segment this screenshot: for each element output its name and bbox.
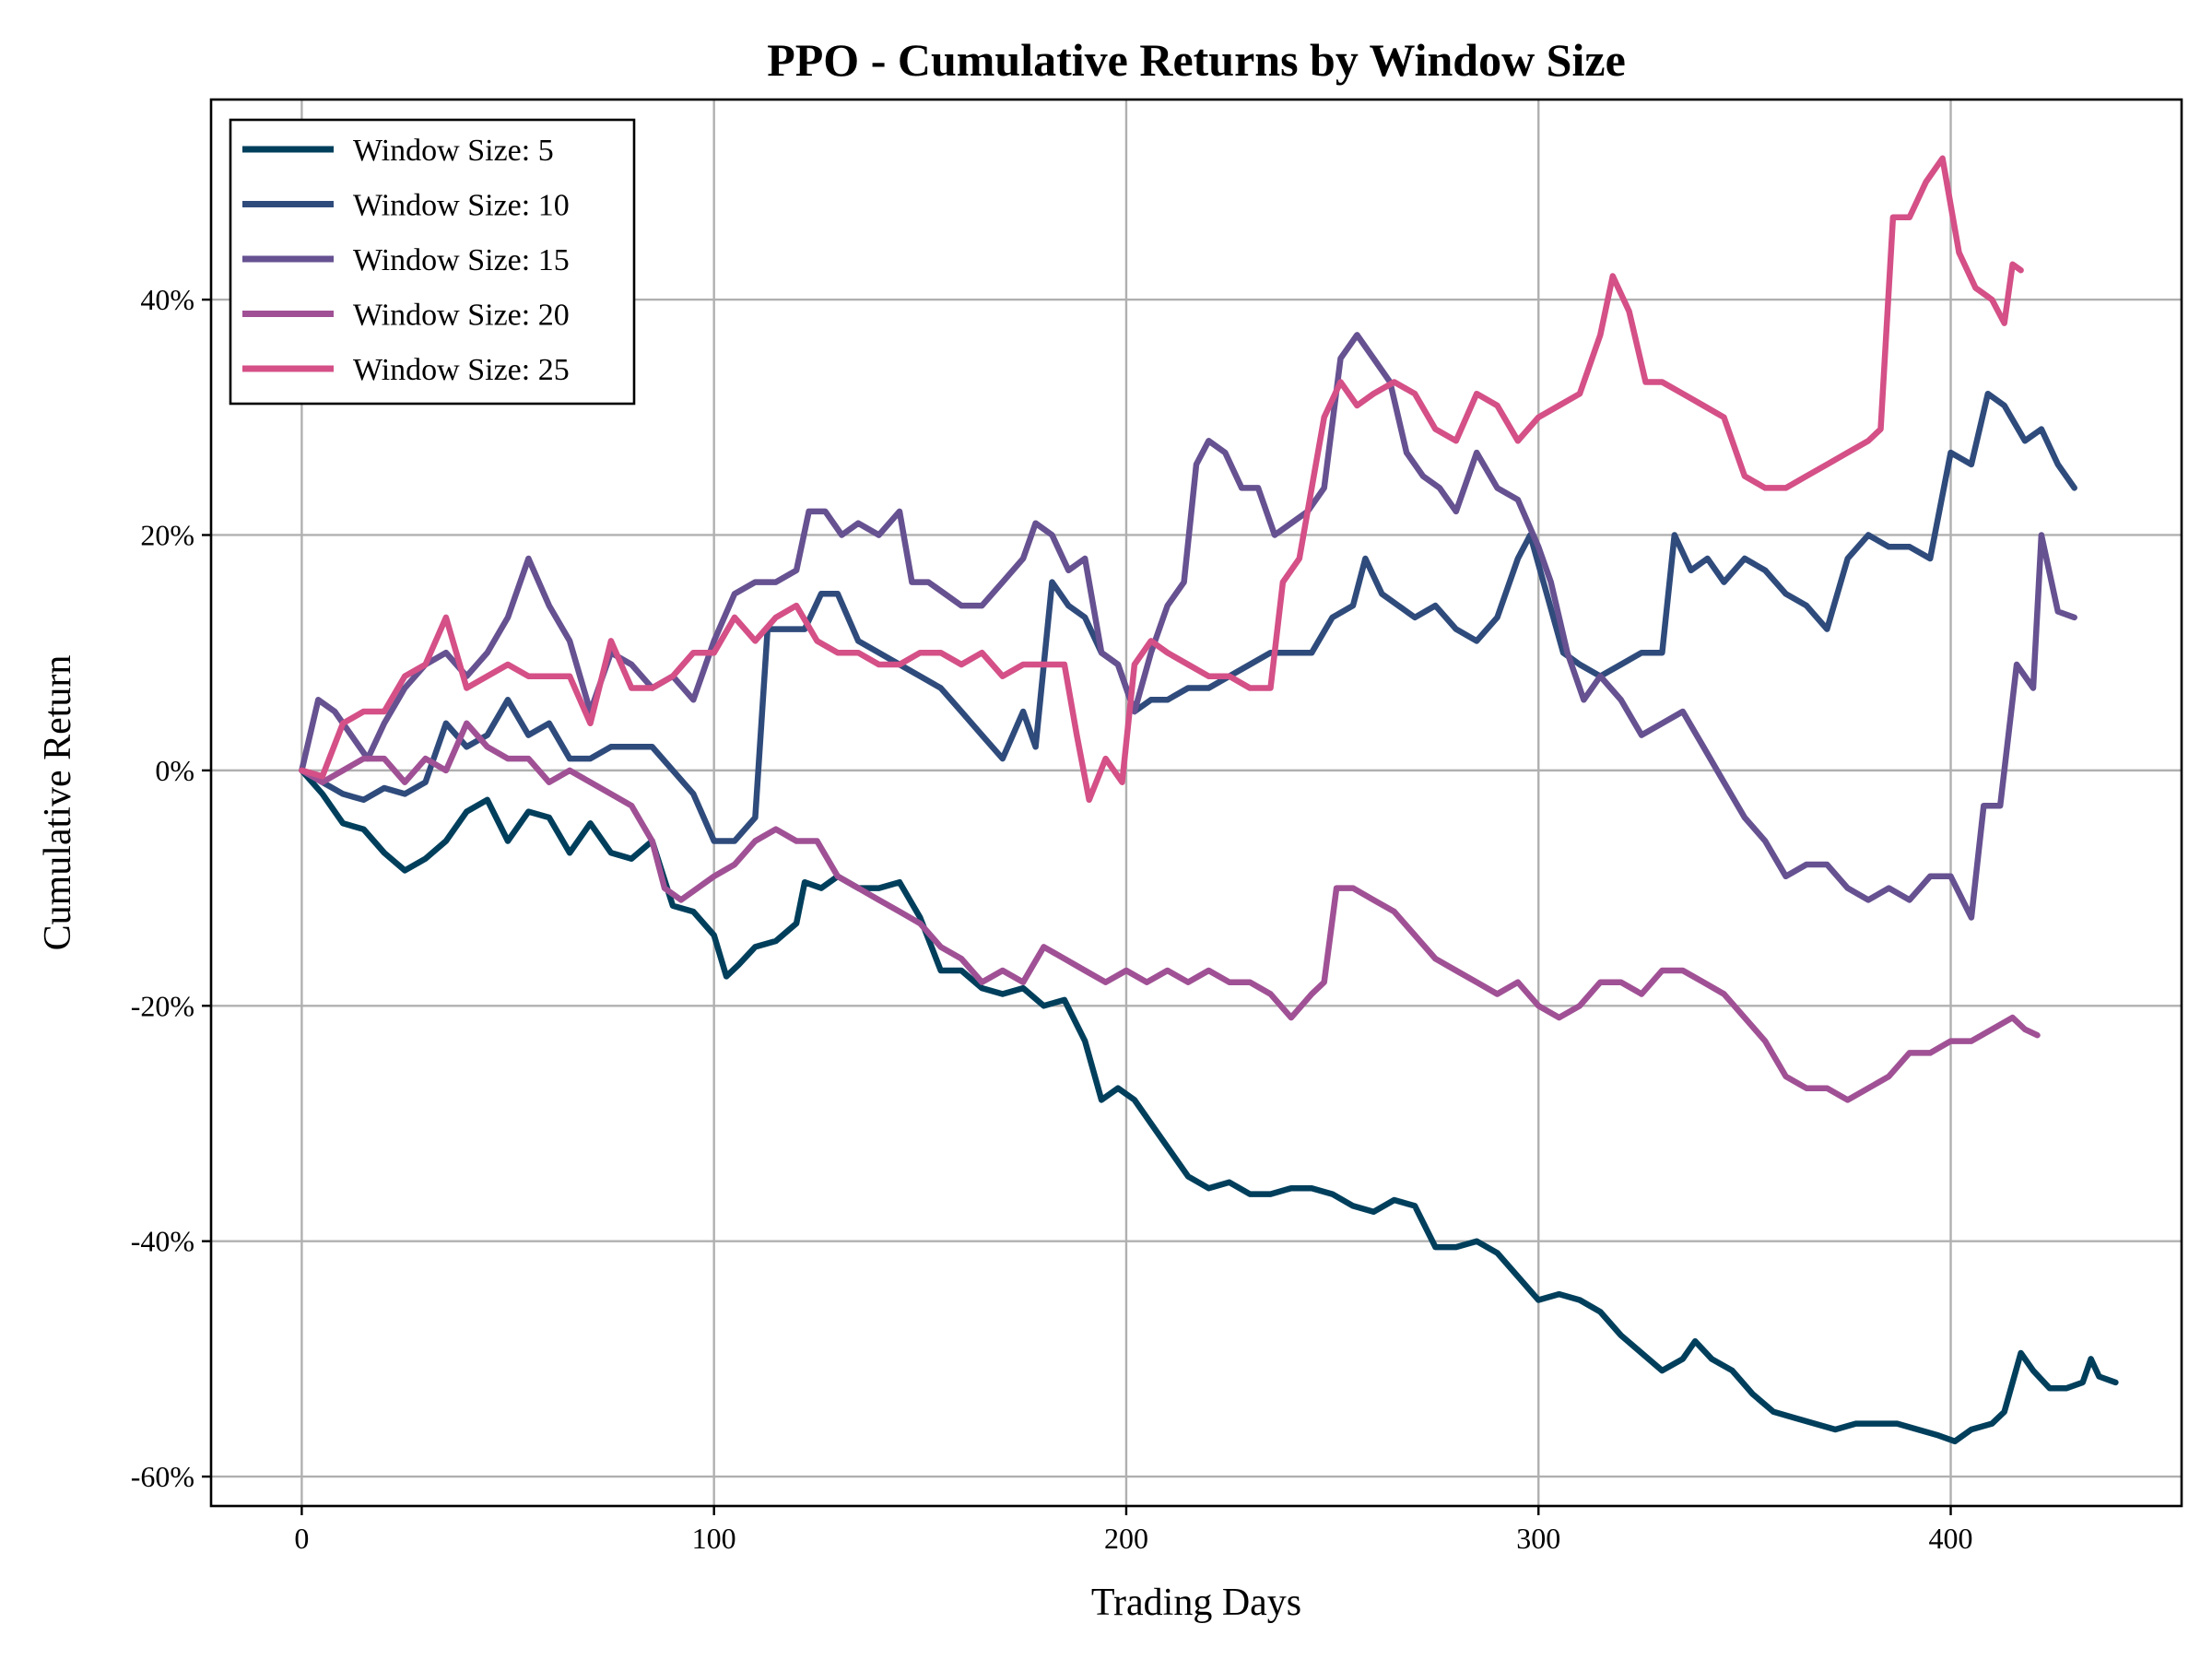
y-tick-label: 40% xyxy=(140,283,194,316)
series-lines xyxy=(299,155,2119,1445)
series-line-2 xyxy=(299,390,2077,844)
y-tick-label: 20% xyxy=(140,518,194,551)
axis-ticks: 0 100 200 300 400 -60% -40% -20% 0% 20% 40% xyxy=(131,283,1973,1555)
series-line-5 xyxy=(299,155,2024,804)
chart-title: PPO - Cumulative Returns by Window Size xyxy=(767,34,1626,86)
x-tick-label: 300 xyxy=(1516,1522,1560,1555)
series-line-4 xyxy=(299,720,2041,1103)
y-axis-label: Cumulative Return xyxy=(37,655,79,951)
legend-label-2: Window Size: 10 xyxy=(353,189,570,223)
y-tick-label: -60% xyxy=(131,1460,194,1493)
legend: Window Size: 5 Window Size: 10 Window Size… xyxy=(229,118,636,406)
series-line-1 xyxy=(299,767,2119,1445)
legend-label-4: Window Size: 20 xyxy=(353,299,570,333)
x-axis-label: Trading Days xyxy=(1091,1582,1301,1624)
y-tick-label: -40% xyxy=(131,1225,194,1258)
legend-label-3: Window Size: 15 xyxy=(353,243,570,277)
x-tick-label: 400 xyxy=(1929,1522,1973,1555)
legend-label-1: Window Size: 5 xyxy=(353,134,554,168)
legend-label-5: Window Size: 25 xyxy=(353,353,570,387)
x-tick-label: 200 xyxy=(1104,1522,1148,1555)
x-tick-label: 0 xyxy=(294,1522,309,1555)
y-tick-label: 0% xyxy=(155,754,194,787)
x-tick-label: 100 xyxy=(692,1522,736,1555)
y-tick-label: -20% xyxy=(131,989,194,1022)
plot-frame xyxy=(209,98,2183,1508)
